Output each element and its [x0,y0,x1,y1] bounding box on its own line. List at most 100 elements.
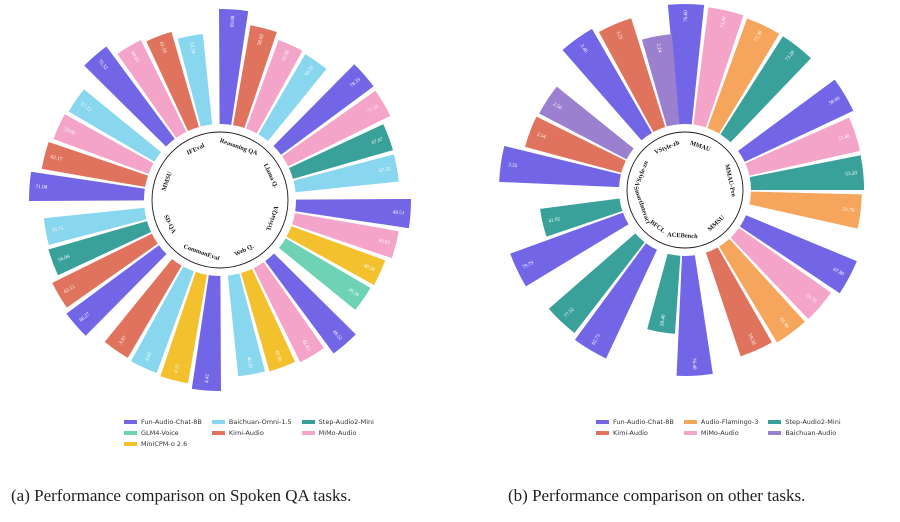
legend-label: Baichuan-Omni-1.5 [228,418,292,426]
legend-swatch [124,420,137,424]
value-label: 61.10 [158,41,168,54]
legend-spoken-qa: Fun-Audio-Chat-8B Baichuan-Omni-1.5 Step-A… [124,418,374,448]
value-label: 53.20 [845,170,858,177]
legend-item-glm4-voice: GLM4-Voice [124,429,202,437]
bar-ifeval-fun-audio-chat-8b [84,46,175,147]
bar-commoneval-fun-audio-chat-8b [191,275,221,392]
legend-label: Baichuan-Audio [785,429,837,437]
legend-item-kimi-audio: Kimi-Audio [211,429,292,437]
bar-web-q-mimo-audio [253,262,325,363]
value-label: 3.35 [508,162,518,169]
value-label: 40.90 [273,349,283,362]
bar-reasoning-qa-fun-audio-chat-8b [219,8,249,125]
legend-item-audio-flamingo-3: Audio-Flamingo-3 [683,418,759,426]
value-label: 53.40 [838,133,851,142]
legend-swatch [211,420,225,424]
bar-sd-qa-step-audio2-mini [48,221,152,276]
bar-acebench-step-audio2-mini [647,253,681,334]
legend-item-baichuan-omni-1-5: Baichuan-Omni-1.5 [211,418,292,426]
legend-label: MiniCPM-o 2.6 [141,440,188,448]
bar-commoneval-baichuan-omni-1-5 [130,266,194,374]
task-label-mmau: MMAU [689,140,712,154]
legend-item-mimo-audio: MiMo-Audio [301,429,374,437]
legend-item-baichuan-audio: Baichuan-Audio [768,429,840,437]
task-label-vstyle-zn: VStyle-zn [634,160,650,188]
bar-llama-q-baichuan-omni-1-5 [293,154,399,193]
value-label: 3.21 [615,30,624,41]
task-label-web-q: Web Q. [233,243,255,258]
inner-circle [626,131,744,249]
value-label: 51.98 [281,49,291,62]
bar-vstyle-zh-kimi-audio [598,18,666,133]
value-label: 40.20 [245,356,253,369]
bar-triviaqa-minicpm-o-2-6 [286,226,386,285]
bar-mmsu-fun-audio-chat-8b [28,171,145,201]
legend-swatch [124,442,137,446]
value-label: 38.40 [659,314,667,327]
bar-ifeval-mimo-audio [117,40,187,138]
bar-llama-q-fun-audio-chat-8b [273,64,374,155]
bar-bfcl-step-audio2-mini [548,233,645,333]
value-label: 2.24 [655,43,663,53]
legend-item-mimo-audio: MiMo-Audio [683,429,758,437]
bar-web-q-fun-audio-chat-8b [265,253,356,354]
legend-label: Audio-Flamingo-3 [700,418,759,426]
value-label: 50.59 [304,64,316,77]
legend-swatch [683,431,697,435]
value-label: 42.42 [300,339,311,352]
value-label: 4.15 [173,363,181,374]
value-label: 82.73 [591,333,602,346]
legend-label: Kimi-Audio [613,429,648,437]
bar-mmau-pro-audio-flamingo-3 [749,191,862,229]
bar-commoneval-minicpm-o-2-6 [160,271,207,384]
value-label: 3.46 [578,43,588,54]
legend-label: MiMo-Audio [318,429,357,437]
task-label-acebench: ACEBench [667,232,698,241]
task-label-ifeval: IFEval [186,142,206,157]
legend-label: Step-Audio2-Mini [318,418,374,426]
bar-vstyle-zh-fun-audio-chat-8b [562,28,652,141]
value-label: 40.20 [362,263,375,273]
value-label: 39.20 [347,287,360,299]
task-label-commoneval: CommonEval [182,243,220,262]
legend-swatch [211,431,225,435]
bar-mmsu-fun-audio-chat-8b [739,215,857,294]
legend-item-fun-audio-chat-8b: Fun-Audio-Chat-8B [596,418,674,426]
value-label: 4.05 [144,351,153,362]
bar-smartinteract-fun-audio-chat-8b [510,212,629,287]
value-label: 54.75 [51,226,64,234]
value-label: 58.00 [828,95,841,106]
bar-mmau-pro-step-audio2-mini [749,155,865,190]
value-label: 59.30 [746,333,756,346]
value-label: 67.80 [832,267,845,278]
legend-swatch [683,420,697,424]
task-label-mmsu: MMSU [707,214,727,233]
value-label: 4.42 [204,373,211,383]
value-label: 43.63 [378,238,391,247]
value-label: 41.92 [548,216,561,225]
legend-swatch [124,431,137,435]
value-label: 69.88 [230,15,237,27]
value-label: 73.30 [753,29,764,42]
bar-mmau-pro-mimo-audio [745,117,861,176]
value-label: 53.34 [188,41,196,54]
bar-mmsu-kimi-audio [705,247,772,357]
bar-vstyle-zn-baichuan-audio [539,86,634,160]
legend-item-step-audio2-mini: Step-Audio2-Mini [301,418,374,426]
value-label: 2.50 [552,101,563,111]
bar-sd-qa-kimi-audio [52,233,158,308]
bar-llama-q-mimo-audio [282,90,391,167]
value-label: 3.97 [118,335,128,346]
value-label: 77.33 [367,104,380,115]
bar-vstyle-zh-baichuan-audio [641,34,680,127]
task-label-triviaqa: TriviaQA [265,205,280,232]
value-label: 62.17 [50,154,63,163]
legend-swatch [768,431,782,435]
bar-web-q-minicpm-o-2-6 [241,268,296,372]
legend-other-tasks: Fun-Audio-Chat-8B Audio-Flamingo-3 Step-Au… [596,418,841,437]
bar-llama-q-step-audio2-mini [288,124,393,179]
legend-label: Fun-Audio-Chat-8B [141,418,202,426]
bar-mmsu-baichuan-omni-1-5 [68,89,162,162]
